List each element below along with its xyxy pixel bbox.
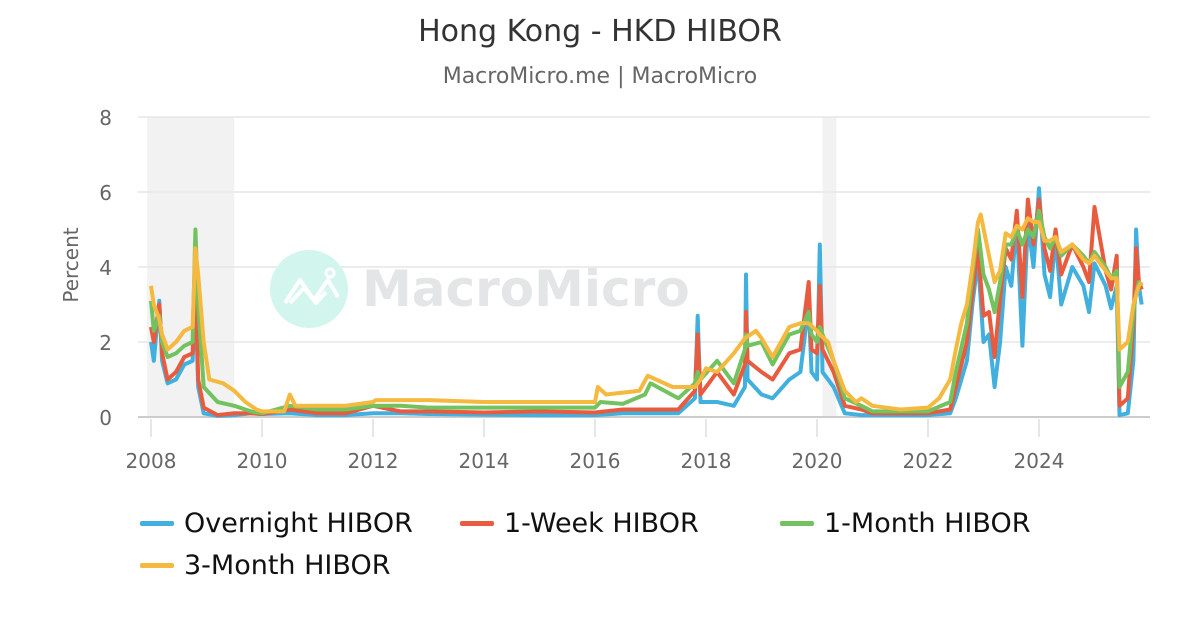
legend-label: 1-Month HIBOR — [824, 508, 1031, 539]
y-axis-ticks: 0 2 4 6 8 — [99, 106, 112, 430]
macromicro-logo-icon — [270, 250, 348, 328]
chart-title: Hong Kong - HKD HIBOR — [418, 14, 782, 49]
x-tick-label: 2008 — [126, 449, 177, 473]
watermark: MacroMicro — [270, 250, 690, 328]
y-tick-label: 4 — [99, 256, 112, 280]
legend-swatch-icon — [460, 521, 494, 526]
y-tick-label: 0 — [99, 406, 112, 430]
x-tick-label: 2012 — [348, 449, 399, 473]
legend-item-1-month-hibor[interactable]: 1-Month HIBOR — [780, 508, 1030, 539]
x-tick-label: 2016 — [570, 449, 621, 473]
chart-plot-area: MacroMicro 0 2 4 6 8 2008 2010 2012 2014 2016 201… — [59, 106, 1150, 473]
chart-subtitle: MacroMicro.me | MacroMicro — [442, 64, 758, 89]
x-tick-label: 2020 — [792, 449, 843, 473]
legend-item-1-week-hibor[interactable]: 1-Week HIBOR — [460, 508, 699, 539]
series-lines — [149, 186, 1144, 418]
x-tick-label: 2014 — [459, 449, 510, 473]
watermark-text: MacroMicro — [362, 260, 690, 318]
y-axis-label: Percent — [59, 227, 83, 302]
legend-swatch-icon — [780, 521, 814, 526]
x-axis-ticks: 2008 2010 2012 2014 2016 2018 2020 2022 2024 — [126, 419, 1065, 473]
legend-item-overnight-hibor[interactable]: Overnight HIBOR — [140, 508, 413, 539]
legend-label: 1-Week HIBOR — [504, 508, 699, 539]
legend-swatch-icon — [140, 521, 174, 526]
x-tick-label: 2018 — [681, 449, 732, 473]
y-tick-label: 6 — [99, 181, 112, 205]
series-line-3-month-hibor[interactable] — [149, 212, 1144, 414]
y-tick-label: 8 — [99, 106, 112, 130]
legend-swatch-icon — [140, 563, 174, 568]
legend-item-3-month-hibor[interactable]: 3-Month HIBOR — [140, 550, 390, 581]
x-tick-label: 2024 — [1014, 449, 1065, 473]
legend-label: 3-Month HIBOR — [184, 550, 391, 581]
x-tick-label: 2010 — [237, 449, 288, 473]
y-tick-label: 2 — [99, 331, 112, 355]
legend-label: Overnight HIBOR — [184, 508, 413, 539]
x-tick-label: 2022 — [903, 449, 954, 473]
